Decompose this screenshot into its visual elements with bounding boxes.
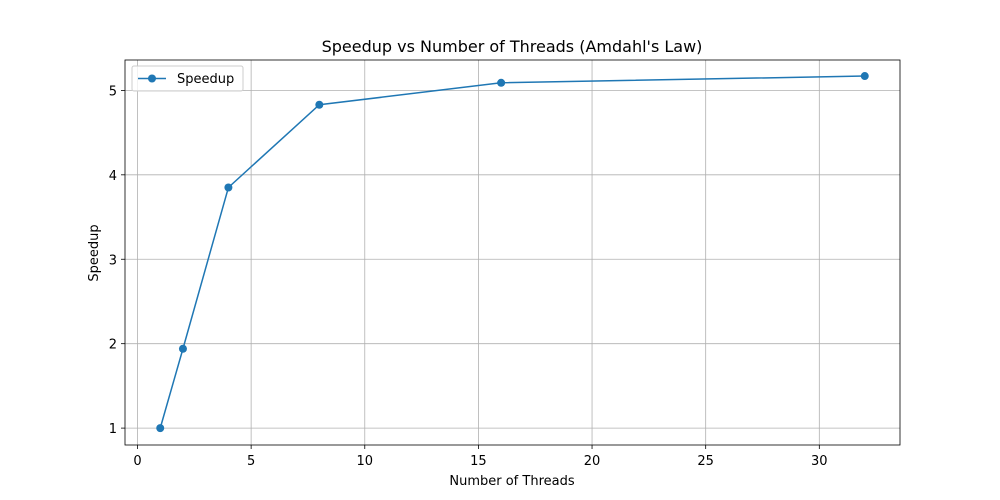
series-line-0 [159, 75, 865, 429]
legend-marker-swatch [148, 74, 156, 83]
x-tick-label: 30 [811, 454, 828, 469]
x-tick-label: 20 [584, 454, 601, 469]
x-tick-label: 25 [697, 454, 714, 469]
y-axis-label: Speedup [87, 224, 102, 281]
data-point [315, 100, 324, 109]
x-tick-label: 10 [356, 454, 373, 469]
legend-label: Speedup [177, 72, 234, 87]
data-point [178, 344, 187, 353]
y-tick-label: 3 [109, 253, 117, 268]
y-tick-label: 2 [109, 338, 117, 353]
chart-title: Speedup vs Number of Threads (Amdahl's L… [322, 37, 703, 56]
axes [124, 59, 901, 446]
legend-box [131, 65, 244, 92]
data-point [224, 183, 233, 192]
x-tick-label: 0 [133, 454, 141, 469]
y-tick-label: 1 [109, 422, 117, 437]
grid [125, 60, 900, 445]
ticks: 0 5 10 15 20 25 30 1 2 3 4 5 [109, 84, 828, 469]
y-tick-label: 5 [109, 84, 117, 99]
plot-frame [124, 59, 901, 446]
series-layer [156, 72, 869, 433]
data-point [497, 78, 506, 87]
x-tick-label: 15 [470, 454, 487, 469]
data-point [860, 72, 869, 81]
legend: Speedup [131, 65, 244, 92]
x-axis-label: Number of Threads [449, 474, 574, 489]
x-tick-label: 5 [247, 454, 255, 469]
data-point [156, 424, 165, 433]
y-tick-label: 4 [109, 169, 117, 184]
